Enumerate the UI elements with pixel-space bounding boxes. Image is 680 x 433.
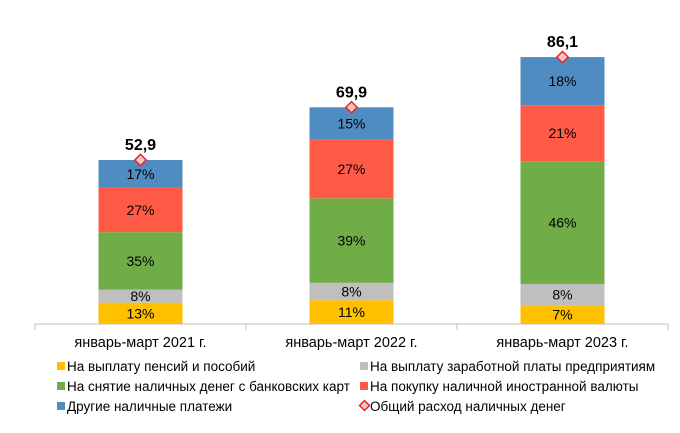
bar-segment xyxy=(309,198,394,283)
total-label: 52,9 xyxy=(125,137,156,154)
bar-segment xyxy=(520,283,605,306)
segment-label: 17% xyxy=(126,166,154,182)
bar-segment xyxy=(520,161,605,284)
bar-segment xyxy=(520,57,605,106)
legend-marker-diamond xyxy=(358,399,371,412)
bar-segment xyxy=(98,187,183,233)
bar-segment xyxy=(309,282,394,301)
total-label: 69,9 xyxy=(336,84,367,101)
category-label: январь-март 2023 г. xyxy=(496,335,628,351)
segment-label: 13% xyxy=(126,305,154,321)
segment-label: 18% xyxy=(548,73,576,89)
segment-label: 7% xyxy=(552,307,572,323)
legend-label: На покупку наличной иностранной валюты xyxy=(370,379,638,394)
legend-label: Другие наличные платежи xyxy=(67,399,232,414)
category-label: январь-март 2022 г. xyxy=(285,335,417,351)
legend-swatch xyxy=(360,362,368,370)
legend-label: На выплату пенсий и пособий xyxy=(67,359,255,374)
bar-segment xyxy=(98,302,183,324)
segment-label: 39% xyxy=(337,233,365,249)
segment-label: 46% xyxy=(548,215,576,231)
bar-segment xyxy=(98,289,183,303)
legend-label: На выплату заработной платы предприятиям xyxy=(370,359,655,374)
segment-label: 27% xyxy=(126,202,154,218)
legend-swatch xyxy=(57,362,65,370)
segment-label: 11% xyxy=(338,304,365,320)
bar-segment xyxy=(309,139,394,199)
total-marker xyxy=(133,153,148,167)
legend-label: На снятие наличных денег с банковских ка… xyxy=(67,379,350,394)
segment-label: 15% xyxy=(337,116,365,132)
segment-label: 8% xyxy=(552,287,572,303)
segment-label: 8% xyxy=(341,283,361,299)
segment-label: 27% xyxy=(337,161,365,177)
total-marker xyxy=(344,100,359,115)
bar-segment xyxy=(98,232,183,290)
segment-label: 21% xyxy=(548,125,576,141)
bar-segment xyxy=(520,305,605,324)
segment-label: 8% xyxy=(130,288,150,304)
legend-swatch xyxy=(360,382,368,390)
legend-swatch xyxy=(57,402,65,410)
total-marker xyxy=(555,50,570,64)
bar-segment xyxy=(309,300,394,324)
legend-label: Общий расход наличных денег xyxy=(370,399,566,414)
total-label: 86,1 xyxy=(547,34,578,51)
category-label: январь-март 2021 г. xyxy=(74,335,206,351)
segment-label: 35% xyxy=(126,253,154,269)
bar-segment xyxy=(520,105,605,162)
legend-swatch xyxy=(57,382,65,390)
